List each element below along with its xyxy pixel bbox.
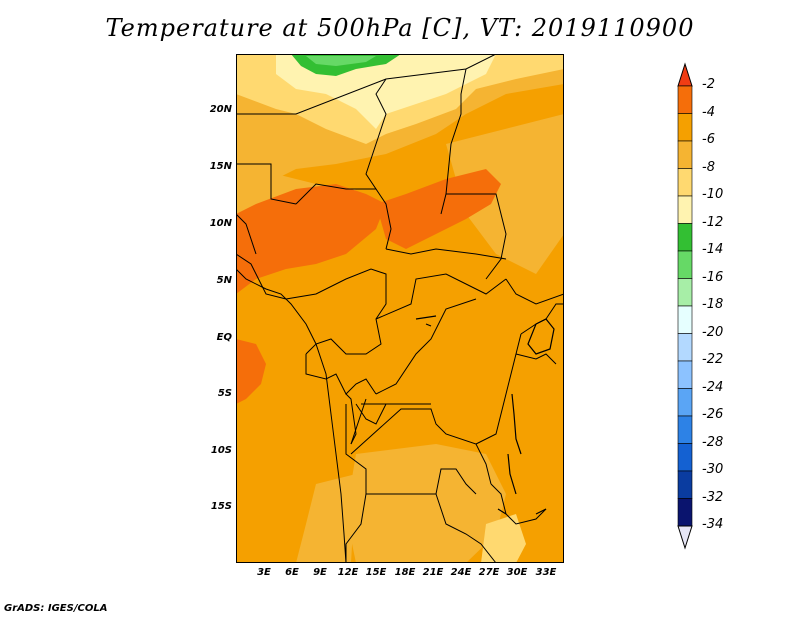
lat-label: 5N — [216, 275, 232, 286]
lat-label: 10S — [210, 445, 232, 456]
lon-label: 33E — [535, 567, 557, 578]
colorbar-label: -12 — [702, 214, 724, 230]
colorbar-box — [677, 278, 693, 307]
colorbar-box — [677, 415, 693, 444]
colorbar-label: -18 — [702, 297, 724, 312]
colorbar-top-triangle — [677, 62, 693, 87]
map-border — [236, 54, 564, 563]
colorbar-label: -32 — [702, 489, 724, 505]
light-orange-mid — [406, 279, 496, 414]
lon-label: 12E — [337, 567, 359, 578]
lat-label: 15N — [209, 161, 232, 172]
colorbar-box — [677, 250, 693, 279]
colorbar-box — [677, 470, 693, 499]
colorbar-label: -8 — [702, 159, 715, 175]
colorbar-box — [677, 195, 693, 224]
colorbar-label: -30 — [702, 462, 724, 477]
pale-south-east — [481, 514, 526, 563]
colorbar-box — [677, 85, 693, 114]
colorbar-label: -10 — [702, 187, 724, 202]
colorbar-box — [677, 388, 693, 417]
coastline — [236, 268, 347, 563]
lakes — [415, 315, 555, 515]
lon-label: 9E — [313, 567, 327, 578]
lon-label: 21E — [422, 567, 444, 578]
colorbar-box — [677, 305, 693, 334]
colorbar-label: -4 — [702, 104, 715, 120]
lon-label: 30E — [506, 567, 528, 578]
colorbar-label: -26 — [702, 407, 724, 422]
light-orange-east — [446, 114, 564, 274]
colorbar-label: -20 — [702, 324, 724, 340]
colorbar-label: -16 — [702, 269, 724, 285]
colorbar-box — [677, 443, 693, 472]
colorbar-label: -6 — [702, 132, 715, 147]
colorbar-label: -24 — [702, 379, 724, 395]
colorbar-box — [677, 168, 693, 197]
colorbar-label: -34 — [702, 517, 724, 532]
colorbar-bottom-triangle — [677, 525, 693, 550]
grads-credit: GrADS: IGES/COLA — [4, 603, 108, 614]
lat-label: 20N — [209, 104, 232, 115]
colorbar-box — [677, 140, 693, 169]
colorbar-box — [677, 498, 693, 527]
colorbar-box — [677, 333, 693, 362]
lat-label: EQ — [216, 332, 232, 343]
lat-label: 15S — [210, 501, 232, 512]
colorbar-label: -2 — [702, 77, 715, 92]
lon-label: 27E — [478, 567, 500, 578]
country-borders — [236, 54, 564, 563]
lon-label: 24E — [450, 567, 472, 578]
colorbar — [677, 62, 693, 550]
lon-label: 18E — [394, 567, 416, 578]
dark-orange-coast — [236, 339, 266, 404]
lat-label: 10N — [209, 218, 232, 229]
colorbar-box — [677, 223, 693, 252]
light-orange-east2 — [506, 274, 564, 394]
page-title: Temperature at 500hPa [C], VT: 201911090… — [105, 14, 695, 42]
lon-label: 3E — [257, 567, 271, 578]
lon-label: 6E — [285, 567, 299, 578]
lat-label: 5S — [217, 388, 232, 399]
light-orange-south — [346, 444, 506, 563]
dark-orange-central — [376, 169, 501, 249]
colorbar-label: -22 — [702, 352, 724, 367]
colorbar-box — [677, 113, 693, 142]
green-north-light — [306, 56, 376, 66]
colorbar-box — [677, 360, 693, 389]
dark-orange-sahel — [236, 184, 386, 294]
colorbar-label: -28 — [702, 434, 724, 450]
map-plot — [236, 54, 564, 563]
lon-label: 15E — [365, 567, 387, 578]
colorbar-label: -14 — [702, 242, 724, 257]
